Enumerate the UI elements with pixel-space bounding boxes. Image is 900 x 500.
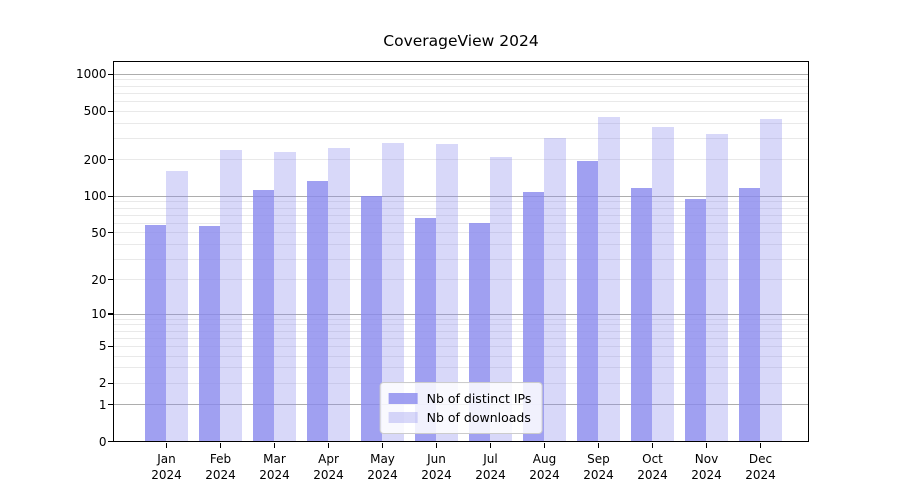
y-gridline-minor [114,279,808,281]
y-gridline-minor [114,207,808,209]
x-tick [273,443,276,448]
x-tick [543,443,546,448]
y-gridline-minor [114,201,808,203]
bar-downloads-feb [220,149,242,441]
legend-label-distinct-ips: Nb of distinct IPs [426,391,532,406]
bar-downloads-dec [760,118,782,441]
x-tick [435,443,438,448]
bar-distinct-ips-jan [144,225,166,441]
y-tick-label: 10 [91,307,107,322]
legend-swatch-distinct-ips [388,393,418,404]
bar-downloads-mar [274,151,296,441]
y-gridline-minor [114,258,808,260]
bar-distinct-ips-feb [198,226,220,441]
x-tick-label: May 2024 [367,451,398,482]
y-tick-label: 500 [83,104,107,119]
bar-downloads-jan [166,171,188,441]
x-tick-label: Jan 2024 [151,451,182,482]
bar-downloads-may [382,143,404,441]
bar-downloads-sep [598,117,620,441]
y-gridline-major [114,195,808,197]
y-gridline-minor [114,345,808,347]
x-tick-label: Apr 2024 [313,451,344,482]
bar-distinct-ips-dec [738,187,760,441]
legend: Nb of distinct IPs Nb of downloads [379,382,543,434]
bar-distinct-ips-may [360,195,382,441]
y-gridline-minor [114,92,808,94]
y-gridline-minor [114,355,808,357]
bar-distinct-ips-oct [630,187,652,441]
y-gridline-minor [114,159,808,161]
legend-item-downloads: Nb of downloads [388,408,532,427]
x-tick [597,443,600,448]
x-tick-label: Jun 2024 [421,451,452,482]
x-tick [489,443,492,448]
y-gridline-minor [114,214,808,216]
y-gridline-minor [114,318,808,320]
bar-downloads-oct [652,126,674,441]
bar-downloads-apr [328,148,350,441]
x-tick-label: Aug 2024 [529,451,560,482]
bar-downloads-jun [436,144,458,441]
y-tick-label: 2 [98,376,107,391]
plot-area: Nb of distinct IPs Nb of downloads [113,61,809,442]
x-tick [651,443,654,448]
y-tick-label: 1000 [75,67,107,82]
bar-distinct-ips-sep [576,161,598,441]
chart-title: CoverageView 2024 [383,32,539,50]
bar-downloads-aug [544,137,566,441]
y-tick-label: 20 [91,272,107,287]
y-gridline-minor [114,222,808,224]
y-gridline-minor [114,337,808,339]
x-tick-label: Jul 2024 [475,451,506,482]
y-gridline-minor [114,85,808,87]
bar-downloads-nov [706,133,728,441]
y-tick-label: 1 [98,397,107,412]
bar-distinct-ips-apr [306,180,328,441]
x-tick-label: Sep 2024 [583,451,614,482]
bar-downloads-jul [490,157,512,441]
y-gridline-minor [114,324,808,326]
y-gridline-minor [114,137,808,139]
x-tick [219,443,222,448]
y-gridline-minor [114,243,808,245]
bar-distinct-ips-nov [684,199,706,441]
x-tick-label: Oct 2024 [637,451,668,482]
y-tick-label: 5 [98,339,107,354]
x-tick [381,443,384,448]
legend-label-downloads: Nb of downloads [426,410,531,425]
x-tick-label: Feb 2024 [205,451,236,482]
y-tick-label: 50 [91,225,107,240]
y-gridline-minor [114,101,808,102]
y-gridline-minor [114,79,808,81]
y-tick-label: 200 [83,152,107,167]
y-gridline-minor [114,232,808,234]
y-gridline-major [114,73,808,75]
bar-distinct-ips-mar [252,189,274,441]
y-tick-label: 100 [83,189,107,204]
y-gridline-minor [114,122,808,124]
y-gridline-major [114,313,808,315]
y-tick-label: 0 [98,434,107,449]
legend-swatch-downloads [388,412,418,423]
x-tick-label: Nov 2024 [691,451,722,482]
y-gridline-minor [114,367,808,369]
x-tick [759,443,762,448]
x-tick [705,443,708,448]
y-gridline-minor [114,110,808,112]
x-tick-label: Mar 2024 [259,451,290,482]
y-gridline-minor [114,330,808,332]
bar-distinct-ips-aug [522,192,544,441]
legend-item-distinct-ips: Nb of distinct IPs [388,389,532,408]
x-tick [165,443,168,448]
x-tick-label: Dec 2024 [745,451,776,482]
x-tick [327,443,330,448]
